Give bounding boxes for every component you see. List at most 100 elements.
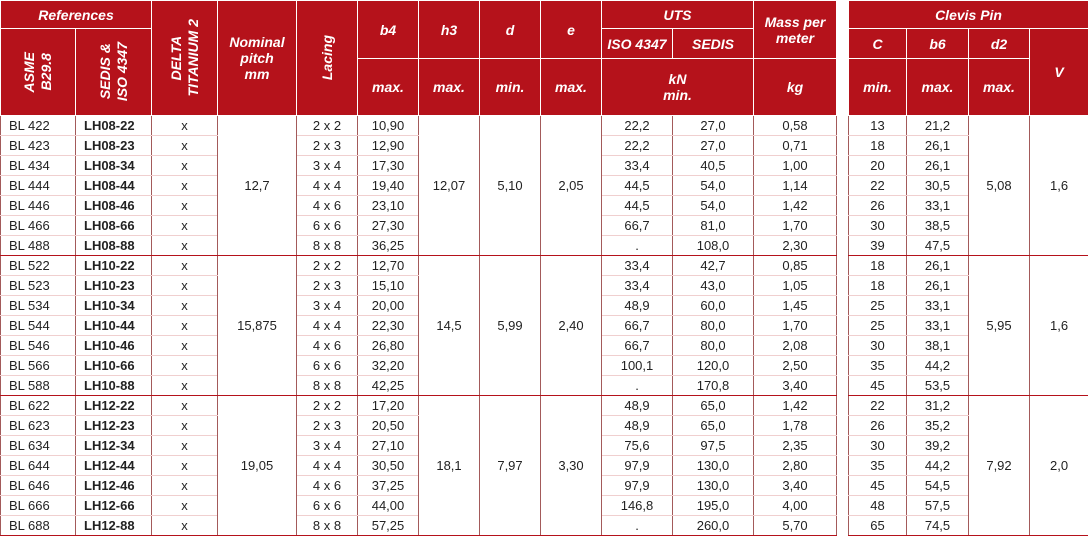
mass: 1,78	[753, 415, 837, 436]
table-row: BL 546 LH10-46 x 4 x 6 26,80 66,7 80,0 2,08	[0, 335, 837, 356]
uts-sedis: 43,0	[672, 275, 754, 296]
b4: 12,90	[357, 135, 419, 156]
uts-iso: 33,4	[601, 275, 673, 296]
c: 13	[848, 115, 907, 136]
delta-mark: x	[151, 135, 218, 156]
lacing: 2 x 2	[296, 115, 358, 136]
table-row: BL 634 LH12-34 x 3 x 4 27,10 75,6 97,5 2,35	[0, 435, 837, 456]
lacing: 2 x 3	[296, 135, 358, 156]
table-row: 30 39,2	[848, 435, 1088, 456]
table-row: 13 21,2 5,08 1,6	[848, 115, 1088, 256]
header-cell: max.	[968, 58, 1030, 116]
uts-sedis: 120,0	[672, 355, 754, 376]
table-row: BL 488 LH08-88 x 8 x 8 36,25. 108,0 2,30	[0, 235, 837, 256]
lacing: 4 x 4	[296, 315, 358, 336]
header-cell: d2	[968, 28, 1030, 59]
c: 65	[848, 515, 907, 536]
uts-sedis: 54,0	[672, 175, 754, 196]
header-cell: UTS	[601, 0, 754, 29]
e: 2,40	[540, 255, 602, 396]
b6: 38,5	[906, 215, 969, 236]
chain-table: References DELTA TITANIUM 2 Nominal pitc…	[0, 0, 837, 536]
pitch: 12,7	[217, 115, 297, 256]
uts-sedis: 130,0	[672, 475, 754, 496]
b4: 10,90	[357, 115, 419, 136]
uts-iso: 48,9	[601, 415, 673, 436]
mass: 1,05	[753, 275, 837, 296]
delta-mark: x	[151, 395, 218, 416]
uts-iso: .	[601, 375, 673, 396]
delta-mark: x	[151, 255, 218, 276]
uts-iso: .	[601, 515, 673, 536]
lacing: 4 x 4	[296, 455, 358, 476]
asme-ref: BL 546	[0, 335, 76, 356]
lacing: 2 x 3	[296, 415, 358, 436]
table-row: BL 688 LH12-88 x 8 x 8 57,25. 260,0 5,70	[0, 515, 837, 536]
mass: 1,70	[753, 315, 837, 336]
header-cell: V	[1028, 28, 1088, 116]
lacing: 4 x 4	[296, 175, 358, 196]
uts-iso: 33,4	[601, 255, 673, 276]
asme-ref: BL 566	[0, 355, 76, 376]
mass: 1,45	[753, 295, 837, 316]
asme-ref: BL 522	[0, 255, 76, 276]
asme-ref: BL 588	[0, 375, 76, 396]
uts-sedis: 27,0	[672, 115, 754, 136]
c: 25	[848, 315, 907, 336]
b6: 53,5	[906, 375, 969, 396]
b6: 26,1	[906, 135, 969, 156]
delta-mark: x	[151, 475, 218, 496]
asme-ref: BL 423	[0, 135, 76, 156]
uts-iso: 66,7	[601, 315, 673, 336]
sedis-ref: LH08-46	[75, 195, 152, 216]
b4: 17,20	[357, 395, 419, 416]
header-cell: max.	[357, 58, 419, 116]
delta-mark: x	[151, 175, 218, 196]
b6: 57,5	[906, 495, 969, 516]
header-cell: kg	[753, 58, 837, 116]
lacing: 3 x 4	[296, 435, 358, 456]
mass: 2,30	[753, 235, 837, 256]
delta-mark: x	[151, 455, 218, 476]
header-cell: e	[540, 0, 602, 59]
mass: 5,70	[753, 515, 837, 536]
b4: 30,50	[357, 455, 419, 476]
sedis-ref: LH12-66	[75, 495, 152, 516]
table-row: BL 523 LH10-23 x 2 x 3 15,10 33,4 43,0 1,05	[0, 275, 837, 296]
lacing: 4 x 6	[296, 195, 358, 216]
uts-iso: 66,7	[601, 215, 673, 236]
b6: 54,5	[906, 475, 969, 496]
mass: 1,42	[753, 195, 837, 216]
b6: 33,1	[906, 315, 969, 336]
v: 2,0	[1028, 395, 1088, 536]
uts-iso: 75,6	[601, 435, 673, 456]
b6: 21,2	[906, 115, 969, 136]
pitch: 19,05	[217, 395, 297, 536]
lacing: 6 x 6	[296, 355, 358, 376]
d2: 7,92	[968, 395, 1030, 536]
uts-iso: 44,5	[601, 195, 673, 216]
delta-mark: x	[151, 375, 218, 396]
v: 1,6	[1028, 115, 1088, 256]
lacing: 8 x 8	[296, 375, 358, 396]
header-cell: max.	[418, 58, 480, 116]
uts-iso: 33,4	[601, 155, 673, 176]
header-cell: Clevis Pin	[847, 0, 1088, 29]
header-cell: max.	[540, 58, 602, 116]
mass: 0,71	[753, 135, 837, 156]
lacing: 8 x 8	[296, 515, 358, 536]
asme-ref: BL 646	[0, 475, 76, 496]
uts-sedis: 42,7	[672, 255, 754, 276]
c: 30	[848, 215, 907, 236]
b6: 47,5	[906, 235, 969, 256]
mass: 1,70	[753, 215, 837, 236]
uts-sedis: 81,0	[672, 215, 754, 236]
delta-mark: x	[151, 315, 218, 336]
b6: 44,2	[906, 355, 969, 376]
lacing: 3 x 4	[296, 155, 358, 176]
b4: 15,10	[357, 275, 419, 296]
c: 20	[848, 155, 907, 176]
b4: 27,10	[357, 435, 419, 456]
d: 5,10	[479, 115, 541, 256]
table-body: 13 21,2 5,08 1,6 18 26,1 20 26,1 22 30,5 26 33,1 30 3…	[848, 115, 1088, 536]
